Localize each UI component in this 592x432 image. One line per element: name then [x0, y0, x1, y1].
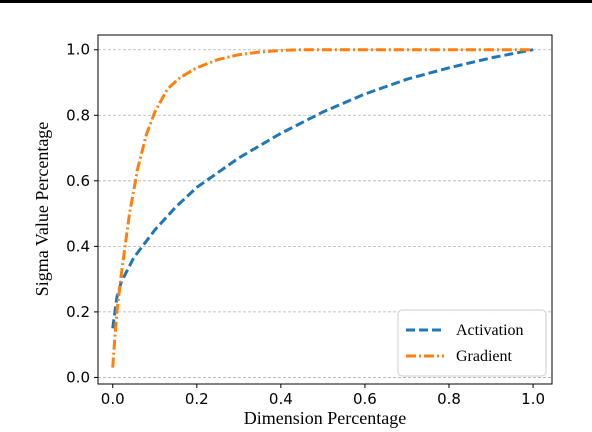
legend-label-gradient: Gradient	[456, 348, 513, 365]
x-tick-label-5: 1.0	[521, 390, 545, 408]
x-tick-label-0: 0.0	[101, 390, 125, 408]
plot-frame	[97, 34, 553, 385]
legend: Activation Gradient	[397, 309, 547, 377]
y-axis-label: Sigma Value Percentage	[32, 122, 52, 297]
x-tick-label-1: 0.2	[185, 390, 209, 408]
y-axis-ticks: 0.0 0.2 0.4 0.6 0.8 1.0	[66, 41, 98, 386]
y-tick-label-0: 0.0	[66, 368, 90, 386]
x-tick-label-2: 0.4	[269, 390, 293, 408]
legend-label-activation: Activation	[456, 322, 524, 339]
x-axis-label: Dimension Percentage	[244, 408, 406, 428]
y-tick-label-2: 0.4	[66, 237, 90, 255]
series-line-activation	[111, 48, 534, 329]
top-border	[0, 0, 592, 3]
x-tick-label-4: 0.8	[437, 390, 461, 408]
y-tick-label-4: 0.8	[66, 106, 90, 124]
legend-box	[397, 309, 547, 377]
y-tick-label-5: 1.0	[66, 41, 90, 59]
series-lines	[111, 48, 534, 368]
x-axis-ticks: 0.0 0.2 0.4 0.6 0.8 1.0	[101, 384, 545, 408]
y-tick-label-1: 0.2	[66, 303, 90, 321]
y-tick-label-3: 0.6	[66, 172, 90, 190]
x-tick-label-3: 0.6	[353, 390, 377, 408]
series-line-gradient	[111, 48, 534, 368]
